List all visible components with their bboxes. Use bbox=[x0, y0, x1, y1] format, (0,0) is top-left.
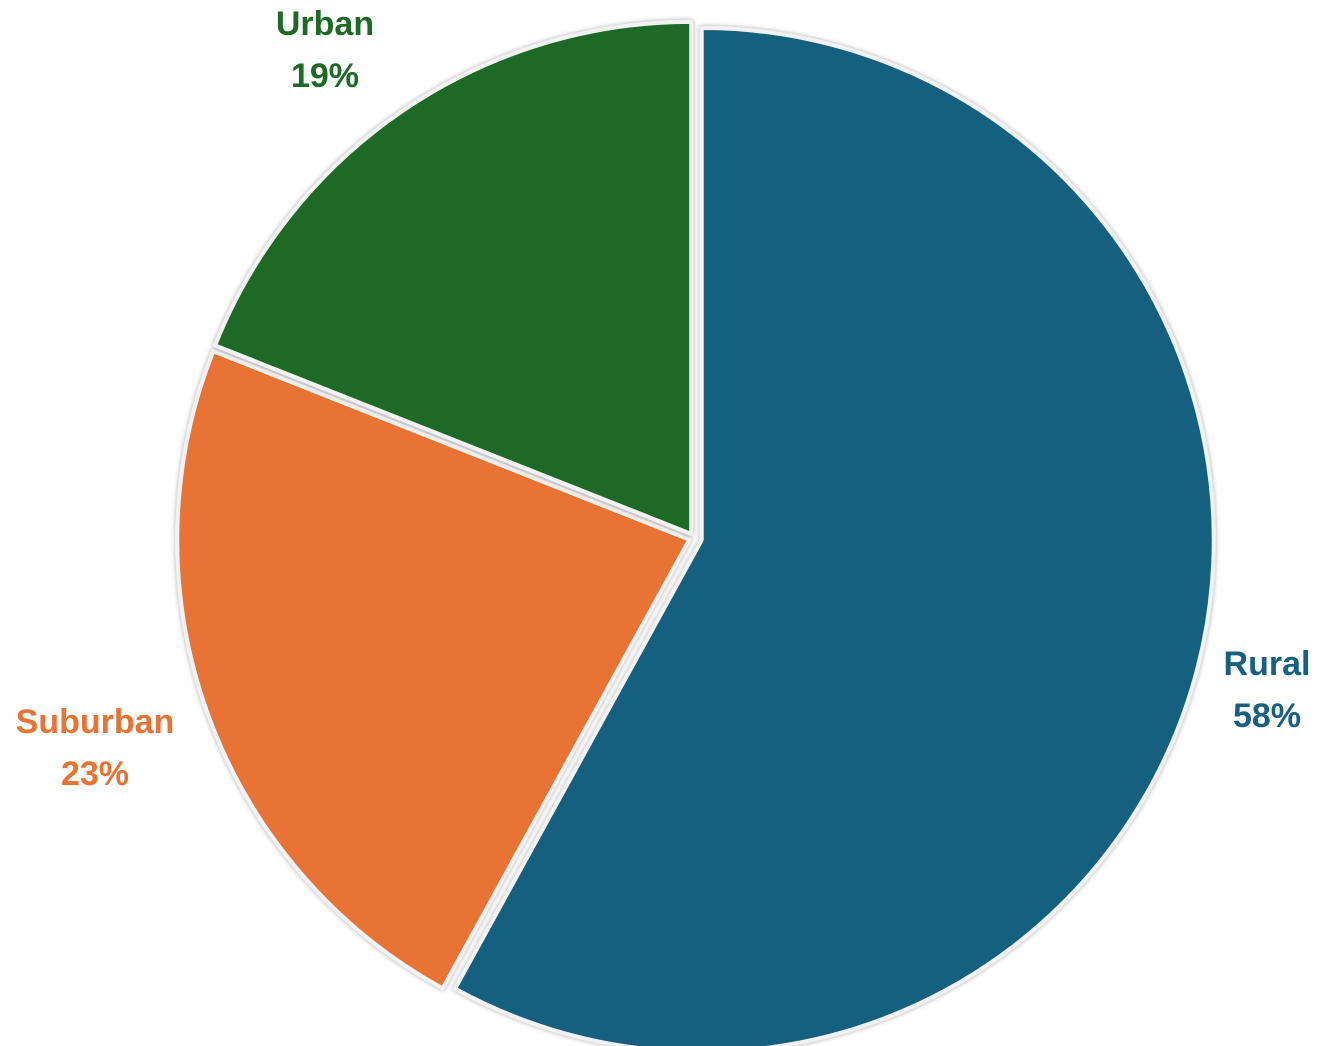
pie-slice-urban bbox=[213, 19, 694, 536]
pie-slice-rural bbox=[453, 25, 1216, 1046]
slice-label-urban: Urban bbox=[276, 5, 374, 43]
slice-label-rural: Rural bbox=[1224, 645, 1311, 683]
slice-value-urban: 19% bbox=[291, 57, 359, 95]
pie-slice-suburban bbox=[175, 349, 692, 991]
slice-label-suburban: Suburban bbox=[16, 703, 175, 741]
pie-labels: Rural 58% Suburban 23% Urban 19% bbox=[16, 5, 1311, 793]
slice-value-rural: 58% bbox=[1233, 697, 1301, 735]
pie-slices bbox=[175, 19, 1216, 1046]
slice-value-suburban: 23% bbox=[61, 755, 129, 793]
